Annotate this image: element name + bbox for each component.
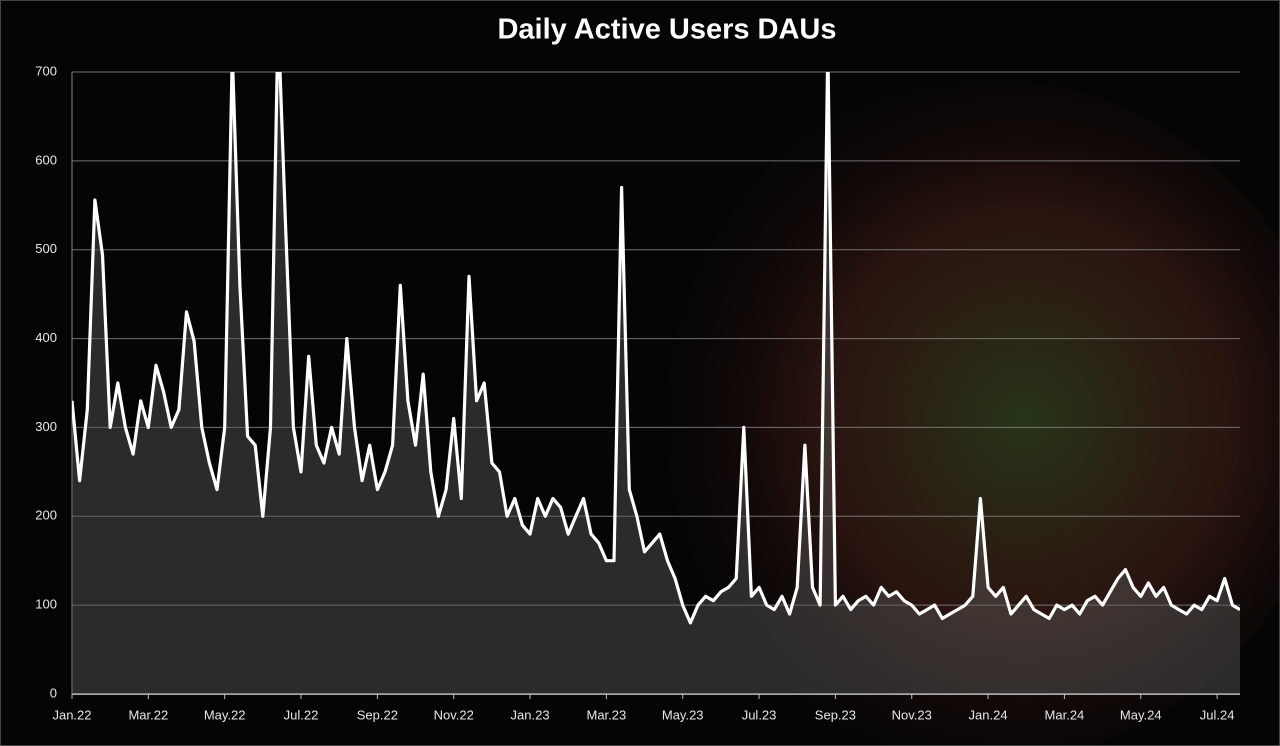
x-tick-label: Mar.22 bbox=[128, 707, 168, 722]
x-tick-label: May.24 bbox=[1120, 707, 1162, 722]
x-tick-label: Sep.22 bbox=[357, 707, 398, 722]
x-tick-label: Jul.23 bbox=[742, 707, 777, 722]
x-tick-label: Mar.23 bbox=[587, 707, 627, 722]
y-tick-label: 200 bbox=[35, 508, 57, 523]
x-tick-label: Sep.23 bbox=[815, 707, 856, 722]
y-tick-label: 600 bbox=[35, 152, 57, 167]
x-tick-label: Nov.23 bbox=[892, 707, 932, 722]
area-fill bbox=[72, 72, 1240, 694]
x-tick-label: Mar.24 bbox=[1045, 707, 1085, 722]
y-tick-label: 100 bbox=[35, 597, 57, 612]
x-tick-label: May.23 bbox=[662, 707, 704, 722]
plot-area: 0 100 200 300 400 500 600 700 Jan.22 Mar.22 May.22… bbox=[35, 63, 1240, 722]
y-tick-label: 500 bbox=[35, 241, 57, 256]
x-tick-label: Jan.24 bbox=[969, 707, 1008, 722]
background-decoration bbox=[650, 80, 1280, 746]
line bbox=[72, 72, 1240, 625]
x-tick-label: May.22 bbox=[204, 707, 246, 722]
y-tick-label: 0 bbox=[50, 685, 57, 700]
x-tick-label: Nov.22 bbox=[434, 707, 474, 722]
y-tick-label: 400 bbox=[35, 330, 57, 345]
y-tick-label: 700 bbox=[35, 63, 57, 78]
y-tick-label: 300 bbox=[35, 419, 57, 434]
x-tick-label: Jan.22 bbox=[52, 707, 91, 722]
x-tick-label: Jul.22 bbox=[284, 707, 319, 722]
x-tick-label: Jan.23 bbox=[511, 707, 550, 722]
x-tick-label: Jul.24 bbox=[1200, 707, 1235, 722]
chart-title: Daily Active Users DAUs bbox=[497, 14, 836, 46]
